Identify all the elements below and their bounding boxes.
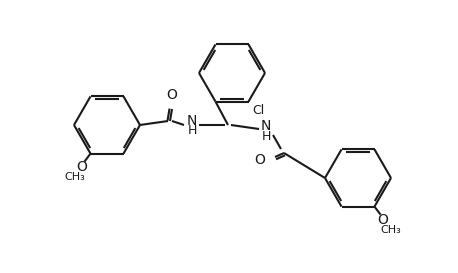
Text: O: O xyxy=(76,160,87,174)
Text: CH₃: CH₃ xyxy=(380,225,401,235)
Text: O: O xyxy=(377,213,388,227)
Text: O: O xyxy=(254,153,265,167)
Text: H: H xyxy=(187,124,196,138)
Text: O: O xyxy=(167,88,177,102)
Text: H: H xyxy=(262,129,271,143)
Text: CH₃: CH₃ xyxy=(64,171,85,182)
Text: N: N xyxy=(187,114,197,128)
Text: N: N xyxy=(261,119,271,133)
Text: Cl: Cl xyxy=(252,103,265,117)
